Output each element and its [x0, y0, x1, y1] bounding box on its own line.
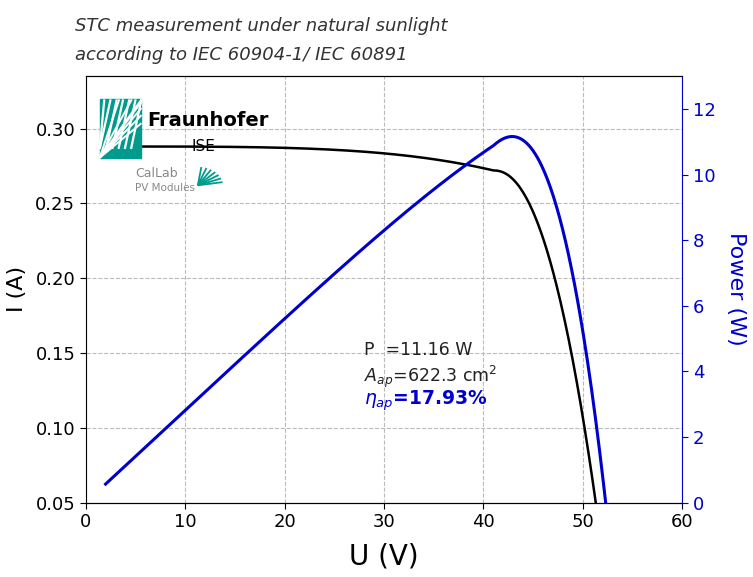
- Y-axis label: I (A): I (A): [7, 267, 27, 312]
- Text: $A_{ap}$=622.3 cm$^2$: $A_{ap}$=622.3 cm$^2$: [364, 364, 498, 389]
- Text: according to IEC 60904-1/ IEC 60891: according to IEC 60904-1/ IEC 60891: [75, 46, 408, 64]
- Text: STC measurement under natural sunlight: STC measurement under natural sunlight: [75, 17, 448, 35]
- Y-axis label: Power (W): Power (W): [726, 233, 746, 346]
- Text: P  =11.16 W: P =11.16 W: [364, 341, 472, 359]
- Text: $\eta_{ap}$=17.93%: $\eta_{ap}$=17.93%: [364, 389, 488, 413]
- X-axis label: U (V): U (V): [349, 542, 419, 570]
